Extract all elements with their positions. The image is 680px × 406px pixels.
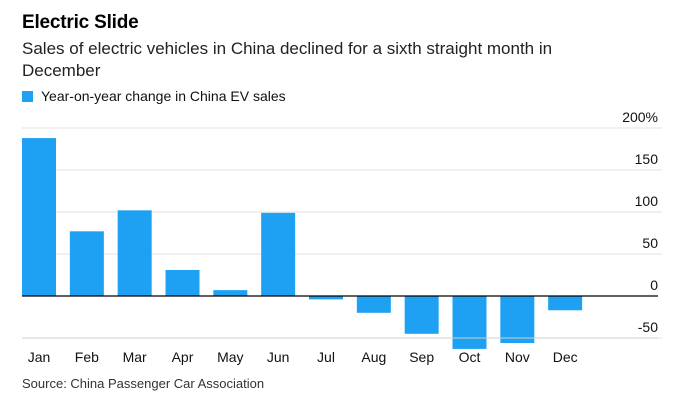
bar xyxy=(261,212,296,296)
y-tick-label: 50 xyxy=(642,235,658,251)
y-tick-label: -50 xyxy=(638,319,658,335)
chart-subtitle: Sales of electric vehicles in China decl… xyxy=(22,39,553,80)
bar xyxy=(356,296,391,313)
bar xyxy=(500,296,535,344)
x-tick-label: Aug xyxy=(361,349,386,365)
bar xyxy=(452,296,487,349)
x-tick-label: Feb xyxy=(75,349,99,365)
source-note: Source: China Passenger Car Association xyxy=(22,376,265,391)
x-tick-label: Jul xyxy=(317,349,335,365)
y-tick-label: 200% xyxy=(622,109,658,125)
y-tick-label: 150 xyxy=(635,151,659,167)
bar xyxy=(309,296,343,300)
bar xyxy=(22,138,56,296)
legend: Year-on-year change in China EV sales xyxy=(22,88,286,104)
bar xyxy=(548,296,583,311)
x-tick-label: Nov xyxy=(505,349,530,365)
chart-title: Electric Slide xyxy=(22,12,139,33)
x-tick-label: Apr xyxy=(172,349,194,365)
y-tick-label: 0 xyxy=(650,277,658,293)
legend-label: Year-on-year change in China EV sales xyxy=(41,88,286,104)
x-tick-label: Jun xyxy=(267,349,290,365)
y-tick-label: 100 xyxy=(635,193,659,209)
x-tick-label: Sep xyxy=(409,349,434,365)
x-tick-label: Oct xyxy=(459,349,481,365)
legend-swatch xyxy=(22,90,33,102)
bar xyxy=(117,210,152,296)
bar xyxy=(213,290,248,296)
bar xyxy=(165,269,200,296)
x-tick-label: May xyxy=(217,349,243,365)
bar xyxy=(404,296,439,334)
x-tick-label: Mar xyxy=(123,349,147,365)
x-tick-label: Dec xyxy=(553,349,578,365)
x-tick-label: Jan xyxy=(28,349,51,365)
bar xyxy=(69,231,104,296)
